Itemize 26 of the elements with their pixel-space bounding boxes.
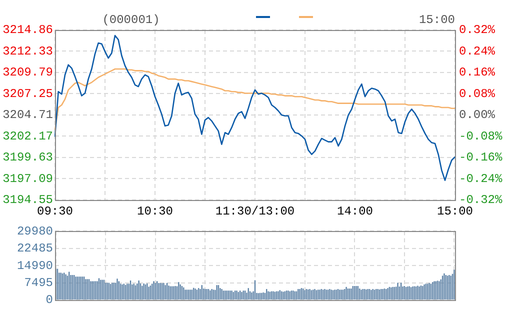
y-tick-label: 3199.63	[2, 150, 53, 165]
y-tick-label: 3212.33	[2, 44, 53, 58]
y-tick-label: 3214.86	[2, 23, 53, 38]
y2-tick-label: -0.16%	[459, 150, 504, 165]
y-tick-label: 3197.09	[2, 172, 53, 186]
y2-tick-label: 0.00%	[459, 108, 496, 122]
text: 15:00	[418, 13, 455, 28]
y-tick-label: 14990	[16, 258, 53, 273]
y2-tick-label: 0.32%	[459, 23, 496, 38]
x-tick-label: 11:30/13:00	[215, 204, 295, 218]
x-tick-label: 14:00	[336, 204, 374, 218]
y-tick-label: 0	[46, 293, 53, 308]
y-tick-label: 3207.25	[2, 86, 53, 101]
x-tick-label: 10:30	[136, 204, 174, 218]
y-tick-label: 7495	[24, 276, 53, 290]
y2-tick-label: 0.24%	[459, 44, 496, 58]
y-tick-label: 22485	[16, 242, 53, 256]
chart-title: (000001)	[102, 13, 160, 28]
y-tick-label: 29980	[16, 224, 53, 238]
y-tick-label: 3204.71	[2, 108, 53, 122]
y-tick-label: 3202.17	[2, 129, 53, 144]
y2-tick-label: -0.08%	[459, 129, 504, 144]
y2-tick-label: 0.08%	[459, 86, 496, 101]
y2-tick-label: -0.24%	[459, 172, 504, 186]
y2-tick-label: 0.16%	[459, 66, 496, 80]
y-tick-label: 3209.79	[2, 66, 53, 80]
